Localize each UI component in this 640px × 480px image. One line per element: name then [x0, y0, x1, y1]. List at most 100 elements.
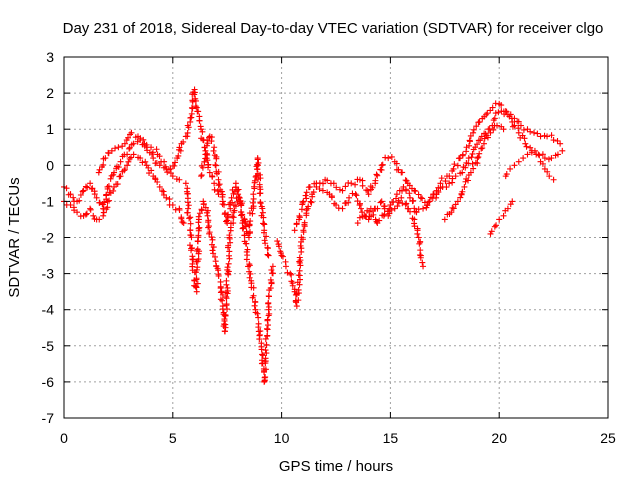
data-point [211, 144, 218, 151]
data-point [104, 204, 111, 211]
data-point [406, 194, 413, 201]
data-point [507, 165, 514, 172]
data-point [209, 247, 216, 254]
data-point [77, 192, 84, 199]
data-point [359, 177, 366, 184]
data-point [124, 151, 131, 158]
x-tick-label: 20 [491, 430, 507, 446]
data-point [166, 196, 173, 203]
data-point [148, 167, 155, 174]
data-point [212, 253, 219, 260]
data-point [515, 118, 522, 125]
data-point [242, 223, 249, 230]
data-point [544, 168, 551, 175]
data-point [441, 216, 448, 223]
data-point [264, 244, 271, 251]
data-point [488, 228, 495, 235]
data-point [377, 199, 384, 206]
data-point [354, 220, 361, 227]
data-point [202, 151, 209, 158]
data-point [232, 203, 239, 210]
data-point [250, 203, 257, 210]
data-point [249, 294, 256, 301]
data-point [186, 215, 193, 222]
data-point [511, 115, 518, 122]
data-point [398, 194, 405, 201]
data-point [199, 128, 206, 135]
x-tick-label: 0 [60, 430, 68, 446]
data-point [257, 200, 264, 207]
data-point [412, 188, 419, 195]
data-point [370, 211, 377, 218]
series-track-g [291, 100, 566, 234]
data-point [176, 144, 183, 151]
y-tick-label: 0 [46, 157, 54, 173]
data-point [316, 185, 323, 192]
data-point [390, 199, 397, 206]
data-point [403, 200, 410, 207]
data-point [500, 126, 507, 133]
data-point [346, 194, 353, 201]
data-point [217, 296, 224, 303]
data-point [459, 152, 466, 159]
data-point [209, 173, 216, 180]
data-point [229, 213, 236, 220]
data-point [188, 110, 195, 117]
data-point [374, 172, 381, 179]
data-point [221, 317, 228, 324]
data-point [194, 246, 201, 253]
data-point [393, 191, 400, 198]
data-point [265, 252, 272, 259]
data-point [121, 140, 128, 147]
data-point [474, 160, 481, 167]
data-point [419, 259, 426, 266]
data-point [303, 189, 310, 196]
data-point [410, 197, 417, 204]
data-point [305, 203, 312, 210]
data-point [210, 244, 217, 251]
data-point [411, 205, 418, 212]
data-point [296, 254, 303, 261]
data-point [243, 256, 250, 263]
data-point [150, 155, 157, 162]
y-tick-label: -4 [42, 302, 55, 318]
data-point [192, 95, 199, 102]
data-point [125, 158, 132, 165]
data-point [213, 170, 220, 177]
data-point [406, 190, 413, 197]
data-point [417, 239, 424, 246]
data-point [264, 316, 271, 323]
data-point [406, 182, 413, 189]
data-points [61, 86, 566, 385]
data-point [385, 155, 392, 162]
data-point [142, 158, 149, 165]
data-point [533, 151, 540, 158]
data-point [284, 269, 291, 276]
y-tick-label: 3 [46, 49, 54, 65]
data-point [114, 181, 121, 188]
y-axis-label: SDTVAR / TECUs [6, 177, 23, 297]
data-point [507, 201, 514, 208]
data-point [128, 129, 135, 136]
data-point [70, 194, 77, 201]
data-point [308, 199, 315, 206]
data-point [356, 214, 363, 221]
data-point [82, 211, 89, 218]
data-point [484, 110, 491, 117]
data-point [83, 210, 90, 217]
data-point [520, 155, 527, 162]
data-point [402, 177, 409, 184]
data-point [282, 263, 289, 270]
data-point [231, 207, 238, 214]
data-point [276, 243, 283, 250]
data-point [190, 256, 197, 263]
data-point [176, 176, 183, 183]
data-point [265, 299, 272, 306]
data-point [475, 154, 482, 161]
data-point [252, 299, 259, 306]
data-point [454, 162, 461, 169]
data-point [230, 220, 237, 227]
data-point [527, 144, 534, 151]
data-point [544, 133, 551, 140]
